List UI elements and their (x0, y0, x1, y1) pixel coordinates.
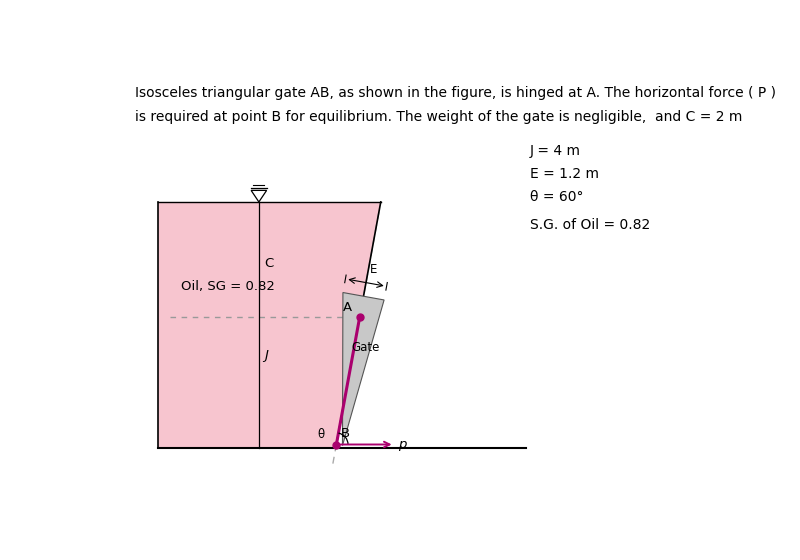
Text: Gate: Gate (351, 341, 380, 354)
Text: is required at point B for equilibrium. The weight of the gate is negligible,  a: is required at point B for equilibrium. … (135, 110, 742, 124)
Text: J: J (264, 349, 268, 362)
Text: B: B (341, 427, 350, 440)
Text: Isosceles triangular gate AB, as shown in the figure, is hinged at A. The horizo: Isosceles triangular gate AB, as shown i… (135, 86, 776, 100)
Text: A: A (342, 301, 352, 314)
Text: θ = 60°: θ = 60° (530, 190, 584, 204)
Text: C: C (264, 257, 274, 270)
Text: E = 1.2 m: E = 1.2 m (530, 167, 599, 181)
Polygon shape (158, 202, 381, 449)
Text: p: p (398, 438, 406, 451)
Text: Oil, SG = 0.82: Oil, SG = 0.82 (182, 280, 275, 293)
Polygon shape (342, 292, 384, 446)
Polygon shape (251, 190, 266, 202)
Text: θ: θ (318, 428, 325, 441)
Text: S.G. of Oil = 0.82: S.G. of Oil = 0.82 (530, 218, 650, 232)
Text: J = 4 m: J = 4 m (530, 144, 581, 158)
Text: E: E (370, 263, 378, 276)
